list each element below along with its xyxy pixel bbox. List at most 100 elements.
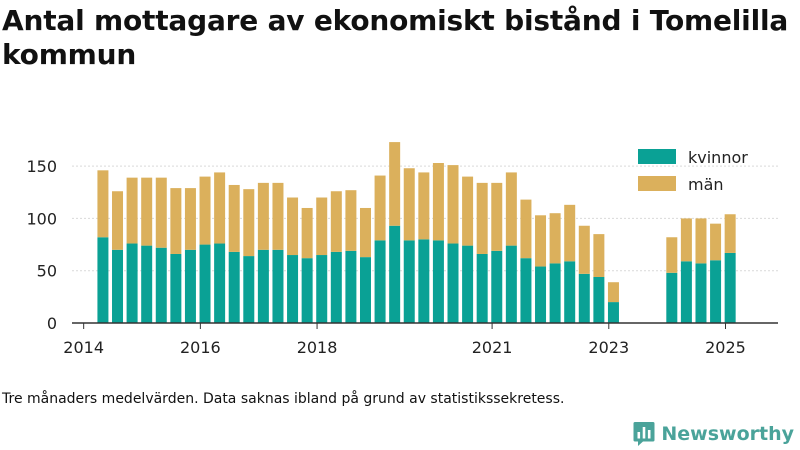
bar-kvinnor xyxy=(564,261,576,323)
bar-kvinnor xyxy=(666,272,678,323)
bar-man xyxy=(462,176,474,246)
footnote: Tre månaders medelvärden. Data saknas ib… xyxy=(2,391,565,407)
bar-kvinnor xyxy=(272,249,284,323)
y-tick-label: 0 xyxy=(47,314,57,333)
bar-man xyxy=(491,182,503,251)
bar-man xyxy=(403,168,415,241)
bar-kvinnor xyxy=(199,244,211,323)
bar-man xyxy=(243,189,255,257)
bar-man xyxy=(257,182,269,250)
x-tick-label: 2016 xyxy=(180,338,221,357)
bar-man xyxy=(680,218,692,262)
x-tick-label: 2025 xyxy=(705,338,746,357)
bar-kvinnor xyxy=(680,261,692,323)
bar-man xyxy=(520,199,532,259)
bar-kvinnor xyxy=(578,273,590,323)
bar-kvinnor xyxy=(491,250,503,323)
y-tick-label: 50 xyxy=(37,262,57,281)
bar-man xyxy=(578,225,590,274)
x-axis-ticks: 2014 2016 2018 2021 2023 2025 xyxy=(63,323,746,357)
bar-kvinnor xyxy=(607,302,619,323)
bar-kvinnor xyxy=(403,240,415,323)
legend-label-man: män xyxy=(688,175,724,194)
legend-label-kvinnor: kvinnor xyxy=(688,148,748,167)
bar-kvinnor xyxy=(593,276,605,323)
bar-kvinnor xyxy=(374,240,386,323)
bar-kvinnor xyxy=(695,263,707,323)
bar-man xyxy=(272,182,284,250)
bar-kvinnor xyxy=(432,240,444,323)
bar-kvinnor xyxy=(97,237,109,323)
bar-man xyxy=(593,234,605,277)
x-tick-label: 2021 xyxy=(472,338,513,357)
bar-kvinnor xyxy=(170,253,182,323)
bar-kvinnor xyxy=(389,225,401,323)
bar-kvinnor xyxy=(330,251,342,323)
bar-man xyxy=(447,165,459,244)
bar-kvinnor xyxy=(549,263,561,323)
bar-man xyxy=(359,207,371,258)
bar-man xyxy=(345,190,357,251)
y-tick-label: 150 xyxy=(26,157,57,176)
bar-kvinnor xyxy=(476,253,488,323)
bar-kvinnor xyxy=(155,247,167,323)
brand-name: Newsworthy xyxy=(661,423,794,445)
bar-kvinnor xyxy=(287,255,299,323)
bar-kvinnor xyxy=(462,245,474,323)
bar-kvinnor xyxy=(447,243,459,323)
bar-man xyxy=(374,175,386,241)
bar-kvinnor xyxy=(359,257,371,323)
bar-man xyxy=(564,204,576,262)
bar-man xyxy=(199,176,211,245)
newsworthy-logo-icon xyxy=(633,422,655,446)
bar-kvinnor xyxy=(535,266,547,323)
bar-kvinnor xyxy=(301,258,313,323)
legend: kvinnor män xyxy=(638,148,748,194)
bar-kvinnor xyxy=(724,252,736,323)
bar-man xyxy=(97,170,109,238)
bar-man xyxy=(710,223,722,261)
chart-title: Antal mottagare av ekonomiskt bistånd i … xyxy=(2,4,789,71)
bar-man xyxy=(549,213,561,264)
bar-man xyxy=(228,184,240,252)
bar-man xyxy=(432,163,444,241)
bar-kvinnor xyxy=(214,243,226,323)
x-tick-label: 2014 xyxy=(63,338,104,357)
bar-man xyxy=(330,191,342,252)
bar-kvinnor xyxy=(126,243,138,323)
bar-kvinnor xyxy=(243,256,255,323)
bar-kvinnor xyxy=(316,255,328,323)
bar-man xyxy=(695,218,707,264)
x-tick-label: 2018 xyxy=(297,338,338,357)
bar-man xyxy=(389,142,401,226)
bar-man xyxy=(184,188,196,250)
bar-kvinnor xyxy=(345,250,357,323)
bar-man xyxy=(214,172,226,244)
bar-man xyxy=(505,172,517,246)
bar-man xyxy=(418,172,430,240)
brand-logo: Newsworthy xyxy=(633,421,794,447)
bar-kvinnor xyxy=(418,239,430,323)
legend-swatch-man xyxy=(638,176,676,191)
bar-kvinnor xyxy=(710,260,722,323)
bars xyxy=(97,142,736,323)
bar-man xyxy=(112,191,124,250)
bar-man xyxy=(170,188,182,254)
bar-man xyxy=(316,197,328,256)
bar-man xyxy=(607,282,619,303)
bar-man xyxy=(155,177,167,248)
bar-kvinnor xyxy=(257,249,269,323)
bar-man xyxy=(287,197,299,256)
bar-kvinnor xyxy=(184,249,196,323)
bar-man xyxy=(476,182,488,254)
bar-kvinnor xyxy=(505,245,517,323)
legend-swatch-kvinnor xyxy=(638,149,676,164)
bar-man xyxy=(724,214,736,253)
bar-kvinnor xyxy=(141,245,153,323)
y-axis-ticks: 0 50 100 150 xyxy=(26,157,57,333)
x-tick-label: 2023 xyxy=(588,338,629,357)
bar-kvinnor xyxy=(520,258,532,323)
bar-man xyxy=(301,207,313,259)
bar-man xyxy=(141,177,153,246)
y-tick-label: 100 xyxy=(26,209,57,228)
